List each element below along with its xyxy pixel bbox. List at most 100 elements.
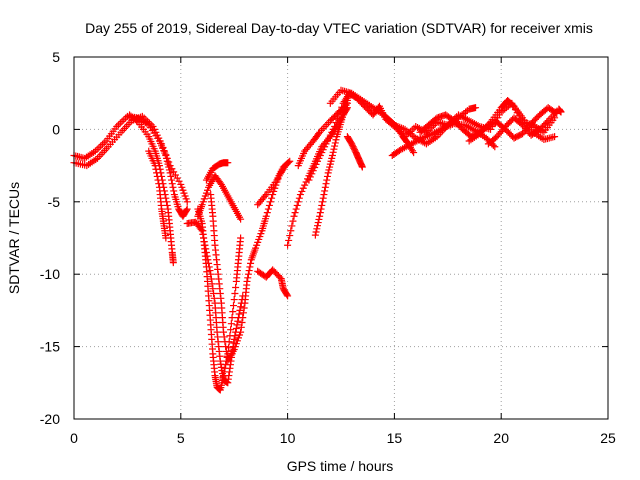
plus-marker — [543, 118, 551, 126]
y-tick-label: -10 — [40, 266, 60, 282]
plus-marker — [323, 176, 331, 184]
plus-marker — [286, 232, 294, 240]
series-arc-f — [202, 159, 232, 184]
plus-marker — [228, 314, 236, 322]
plus-marker — [312, 160, 320, 168]
plus-marker — [209, 285, 217, 293]
series-arc-d — [145, 147, 170, 242]
plus-marker — [206, 267, 214, 275]
y-tick-labels: 5 0 -5 -10 -15 -20 — [40, 49, 60, 427]
series-arc-p — [343, 133, 366, 171]
plus-marker — [243, 277, 251, 285]
plus-marker — [169, 183, 177, 191]
plus-marker — [175, 177, 183, 185]
series-arc-h — [194, 172, 245, 223]
plus-marker — [331, 139, 339, 147]
grid-lines — [74, 57, 608, 419]
plus-marker — [285, 236, 293, 244]
plus-marker — [224, 159, 232, 167]
plus-marker — [236, 306, 244, 314]
plus-marker — [296, 191, 304, 199]
plus-marker — [287, 227, 295, 235]
plus-marker — [316, 209, 324, 217]
plus-marker — [221, 338, 229, 346]
plus-marker — [309, 167, 317, 175]
plus-marker — [234, 317, 242, 325]
y-tick-label: -20 — [40, 411, 60, 427]
x-tick-label: 10 — [280, 430, 296, 446]
y-tick-label: 5 — [52, 49, 60, 65]
plus-marker — [489, 141, 497, 149]
plus-marker — [286, 157, 294, 165]
plus-marker — [323, 172, 331, 180]
plus-marker — [312, 228, 320, 236]
plus-marker — [245, 267, 253, 275]
y-tick-label: -5 — [48, 194, 61, 210]
plus-marker — [332, 119, 340, 127]
plus-marker — [151, 162, 159, 170]
plus-marker — [320, 191, 328, 199]
plus-marker — [265, 201, 273, 209]
plus-marker — [133, 117, 141, 125]
plus-marker — [165, 158, 173, 166]
plus-marker — [168, 180, 176, 188]
plus-marker — [329, 148, 337, 156]
plus-marker — [321, 187, 329, 195]
plus-marker — [232, 283, 240, 291]
plus-marker — [153, 169, 161, 177]
plus-marker — [410, 149, 418, 157]
y-tick-label: 0 — [52, 121, 60, 137]
plus-marker — [332, 136, 340, 144]
plus-marker — [267, 198, 275, 206]
plus-marker — [233, 321, 241, 329]
plus-marker — [238, 318, 246, 326]
plus-marker — [222, 343, 230, 351]
plus-marker — [163, 201, 171, 209]
plus-marker — [237, 328, 245, 336]
plus-marker — [237, 323, 245, 331]
plus-marker — [162, 234, 170, 242]
plus-marker — [295, 194, 303, 202]
x-tick-label: 0 — [70, 430, 78, 446]
y-tick-label: -15 — [40, 339, 60, 355]
x-tick-label: 5 — [177, 430, 185, 446]
plus-marker — [210, 294, 218, 302]
plus-marker — [168, 176, 176, 184]
plus-marker — [317, 205, 325, 213]
series-arc-k — [254, 266, 292, 300]
plus-marker — [318, 198, 326, 206]
plus-marker — [183, 198, 191, 206]
data-marks — [70, 86, 565, 394]
plus-marker — [246, 263, 254, 271]
plus-marker — [294, 198, 302, 206]
plus-marker — [210, 290, 218, 298]
plus-marker — [235, 310, 243, 318]
plus-marker — [229, 302, 237, 310]
plus-marker — [319, 194, 327, 202]
plus-marker — [316, 212, 324, 220]
series-arc-i — [207, 162, 289, 365]
plus-marker — [358, 163, 366, 171]
plus-marker — [237, 234, 245, 242]
plus-marker — [239, 314, 247, 322]
plus-marker — [318, 201, 326, 209]
plus-marker — [314, 222, 322, 230]
plus-marker — [220, 333, 228, 341]
plus-marker — [247, 259, 255, 267]
plus-marker — [308, 170, 316, 178]
plot-frame — [73, 56, 609, 420]
plus-marker — [170, 187, 178, 195]
plus-marker — [336, 107, 344, 115]
plus-marker — [335, 111, 343, 119]
plus-marker — [322, 180, 330, 188]
plus-marker — [292, 205, 300, 213]
plus-marker — [227, 320, 235, 328]
plus-marker — [158, 140, 166, 148]
chart-title: Day 255 of 2019, Sidereal Day-to-day VTE… — [85, 20, 593, 36]
plus-marker — [284, 241, 292, 249]
plus-marker — [321, 183, 329, 191]
x-tick-label: 15 — [387, 430, 403, 446]
plus-marker — [333, 115, 341, 123]
plus-marker — [284, 292, 292, 300]
